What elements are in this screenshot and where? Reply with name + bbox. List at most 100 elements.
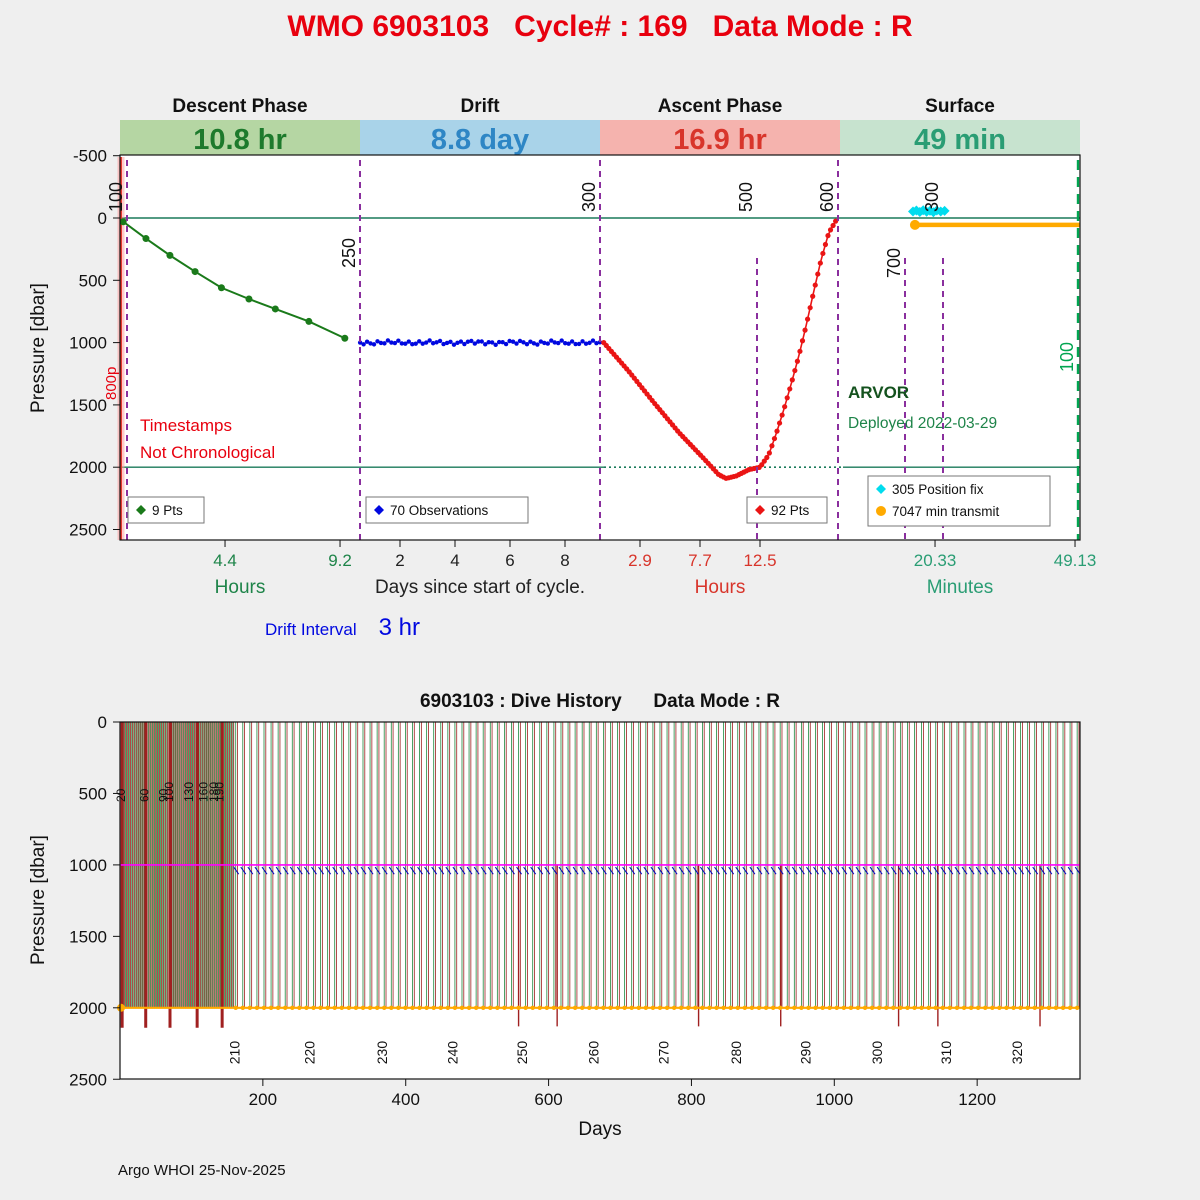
profile-dot xyxy=(770,1005,776,1010)
drift-tick xyxy=(593,866,600,875)
drift-point xyxy=(587,340,592,346)
phase-duration: 16.9 hr xyxy=(673,124,767,156)
drift-tick xyxy=(897,866,904,875)
drift-point xyxy=(371,342,377,347)
profile-dot xyxy=(1032,1005,1037,1010)
drift-tick xyxy=(862,866,869,875)
drift-point xyxy=(462,341,467,347)
drift-point xyxy=(444,340,450,346)
early-cycle-label: 190 xyxy=(213,782,227,802)
drift-point xyxy=(479,339,484,344)
drift-point xyxy=(576,341,582,347)
drift-point xyxy=(528,339,533,344)
phase-name: Ascent Phase xyxy=(658,96,783,117)
vline-label: 600 xyxy=(817,182,837,212)
phase-band xyxy=(600,120,840,155)
profile-dot xyxy=(495,1005,500,1010)
drift-point xyxy=(423,340,429,345)
drift-tick xyxy=(1011,866,1017,875)
drift-tick xyxy=(714,866,720,875)
drift-tick xyxy=(494,866,501,875)
drift-tick xyxy=(424,866,431,875)
drift-interval: Drift Interval 3 hr xyxy=(265,614,420,642)
profile-dot xyxy=(572,1005,578,1010)
left-marker-label: 800p xyxy=(103,367,120,400)
profile-dot xyxy=(481,1005,486,1010)
early-cycle-label: 20 xyxy=(114,788,128,802)
vline-label: 300 xyxy=(922,182,942,212)
drift-point xyxy=(483,342,488,347)
drift-tick xyxy=(1046,866,1053,875)
vline-label: 500 xyxy=(736,182,756,212)
drift-point xyxy=(507,338,512,344)
descent-point xyxy=(217,284,225,292)
drift-tick xyxy=(502,866,508,875)
profile-dot xyxy=(1018,1005,1023,1010)
phase-band xyxy=(120,120,360,155)
drift-point xyxy=(542,340,547,346)
profile-dot xyxy=(884,1005,889,1010)
drift-tick xyxy=(763,866,770,875)
profile-dot xyxy=(820,1005,825,1010)
profile-dot xyxy=(792,1005,797,1010)
x-tick-label: 20.33 xyxy=(914,551,957,570)
deployed-date: Deployed 2022-03-29 xyxy=(848,415,997,432)
descent-point xyxy=(142,235,150,243)
drift-tick xyxy=(445,866,452,875)
drift-point xyxy=(410,341,415,347)
position-fix-marker xyxy=(939,205,950,216)
drift-point xyxy=(396,338,401,343)
profile-dot xyxy=(502,1005,507,1010)
drift-tick xyxy=(954,866,961,875)
y-tick-label: 1500 xyxy=(69,927,107,946)
profile-dot xyxy=(721,1005,726,1010)
legend-label: 305 Position fix xyxy=(892,482,984,497)
x-tick-label: 2.9 xyxy=(628,551,652,570)
drift-point xyxy=(521,340,526,345)
figure-title: WMO 6903103 Cycle# : 169 Data Mode : R xyxy=(287,10,913,43)
drift-tick xyxy=(367,866,374,875)
profile-dot xyxy=(926,1005,931,1010)
drift-tick xyxy=(919,866,926,875)
profile-dot xyxy=(990,1005,995,1010)
x-axis-title: Hours xyxy=(695,577,746,598)
drift-tick xyxy=(516,866,522,875)
profile-dot xyxy=(431,1005,436,1010)
drift-tick xyxy=(459,866,466,875)
profile-dot xyxy=(353,1005,359,1010)
drift-tick xyxy=(1039,866,1046,875)
drift-point xyxy=(451,342,457,347)
profile-dot xyxy=(912,1005,917,1010)
drift-point xyxy=(406,339,411,344)
float-model: ARVOR xyxy=(848,383,909,402)
drift-point xyxy=(583,341,589,346)
y-tick-label: 2500 xyxy=(69,521,107,540)
profile-dot xyxy=(318,1005,323,1010)
x-axis-title: Hours xyxy=(215,577,266,598)
drift-tick xyxy=(749,866,756,875)
y-tick-label: 0 xyxy=(98,713,107,732)
profile-dot xyxy=(735,1005,740,1010)
x-tick-label: 12.5 xyxy=(743,551,776,570)
profile-dot xyxy=(876,1005,882,1010)
drift-point xyxy=(493,342,498,348)
drift-tick xyxy=(311,866,317,875)
drift-point xyxy=(375,339,380,344)
descent-point xyxy=(119,218,127,226)
profile-dot xyxy=(869,1005,875,1010)
profile-dot xyxy=(544,1005,550,1010)
drift-tick xyxy=(933,866,940,875)
drift-tick xyxy=(403,866,409,875)
y-tick-label: 0 xyxy=(98,209,107,228)
drift-point xyxy=(569,339,575,344)
profile-dot xyxy=(749,1005,755,1010)
legend-marker xyxy=(876,506,886,516)
profile-dot xyxy=(799,1005,804,1010)
drift-tick xyxy=(247,866,254,875)
drift-point xyxy=(378,340,384,346)
profile-dot xyxy=(261,1005,267,1010)
y-tick-label: 1500 xyxy=(69,396,107,415)
drift-tick xyxy=(565,866,572,875)
drift-point xyxy=(514,341,519,346)
